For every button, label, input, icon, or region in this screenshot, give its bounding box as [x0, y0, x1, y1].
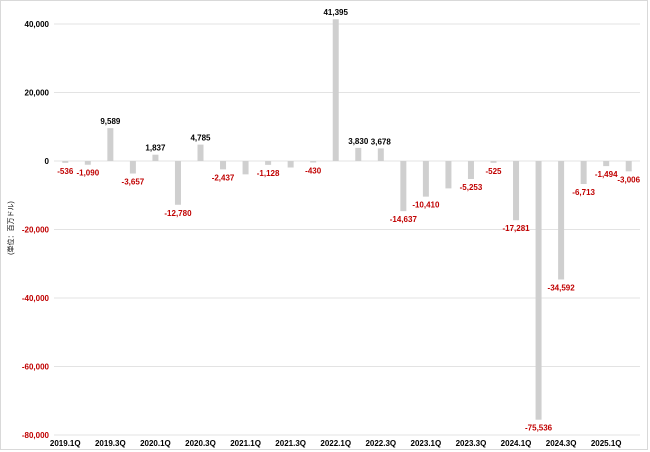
x-tick-label: 2024.1Q — [501, 439, 532, 448]
data-label: -1,090 — [76, 169, 99, 178]
data-labels: -536 -1,090 9,589 -3,657 1,837 -12,780 4,785 -2… — [57, 8, 640, 432]
data-label: 41,395 — [323, 8, 348, 17]
bar — [625, 161, 632, 172]
x-tick-label: 2021.1Q — [230, 439, 261, 448]
data-label: -34,592 — [548, 283, 576, 292]
y-tick-label: -40,000 — [22, 294, 50, 303]
data-label: 3,678 — [371, 137, 392, 146]
data-label: -6,713 — [572, 188, 595, 197]
bar — [558, 161, 565, 280]
x-tick-label: 2024.3Q — [546, 439, 577, 448]
bar — [445, 161, 452, 189]
bar — [467, 161, 474, 179]
gridlines — [54, 23, 640, 436]
data-label: 1,837 — [145, 144, 166, 153]
bars — [62, 19, 632, 420]
bar — [513, 161, 520, 221]
data-label: -3,006 — [617, 175, 640, 184]
bar — [400, 161, 407, 212]
x-tick-label: 2023.3Q — [456, 439, 487, 448]
x-axis-ticks: 2019.1Q 2019.3Q 2020.1Q 2020.3Q 2021.1Q 2021.… — [50, 439, 622, 448]
y-tick-label: -60,000 — [22, 363, 50, 372]
data-label: -1,494 — [595, 170, 618, 179]
x-tick-label: 2021.3Q — [275, 439, 306, 448]
bar — [84, 161, 91, 165]
bar — [580, 161, 587, 184]
bar — [107, 128, 114, 161]
bar — [287, 161, 294, 168]
x-tick-label: 2019.3Q — [95, 439, 126, 448]
y-tick-label: -80,000 — [22, 431, 50, 440]
bar — [62, 161, 69, 163]
x-tick-label: 2025.1Q — [591, 439, 622, 448]
data-label: -2,437 — [212, 173, 235, 182]
bar — [355, 147, 362, 161]
data-label: -12,780 — [164, 209, 192, 218]
data-label: -14,637 — [390, 215, 418, 224]
data-label: -3,657 — [122, 178, 145, 187]
y-tick-label: 20,000 — [25, 89, 50, 98]
bar — [535, 161, 542, 420]
x-tick-label: 2019.1Q — [50, 439, 81, 448]
x-tick-label: 2022.1Q — [320, 439, 351, 448]
x-tick-label: 2020.1Q — [140, 439, 171, 448]
y-tick-label: 40,000 — [25, 20, 50, 29]
bar — [422, 161, 429, 197]
bar — [242, 161, 249, 175]
y-tick-label: 0 — [45, 157, 50, 166]
data-label: -525 — [485, 167, 502, 176]
data-label: 9,589 — [100, 117, 121, 126]
bar — [220, 161, 227, 170]
bar — [152, 154, 159, 161]
data-label: 3,830 — [348, 137, 369, 146]
data-label: -17,281 — [502, 224, 530, 233]
data-label: -536 — [57, 167, 74, 176]
bar — [310, 161, 317, 163]
x-tick-label: 2020.3Q — [185, 439, 216, 448]
x-tick-label: 2022.3Q — [365, 439, 396, 448]
data-label: 4,785 — [190, 134, 211, 143]
y-axis-ticks: 40,000 20,000 0 -20,000 -40,000 -60,000 -80,00… — [22, 20, 50, 440]
x-tick-label: 2023.1Q — [411, 439, 442, 448]
data-label: -75,536 — [525, 424, 553, 433]
bar — [603, 161, 610, 167]
bar — [377, 148, 384, 161]
bar — [174, 161, 181, 205]
data-label: -5,253 — [460, 183, 483, 192]
data-label: -10,410 — [412, 201, 440, 210]
bar — [265, 161, 272, 165]
bar — [197, 144, 204, 161]
bar — [490, 161, 497, 163]
y-tick-label: -20,000 — [22, 226, 50, 235]
data-label: -1,128 — [257, 169, 280, 178]
data-label: -430 — [305, 166, 322, 175]
bar — [129, 161, 136, 174]
bar — [332, 19, 339, 162]
y-axis-label: (単位：百万ドル) — [6, 201, 15, 255]
